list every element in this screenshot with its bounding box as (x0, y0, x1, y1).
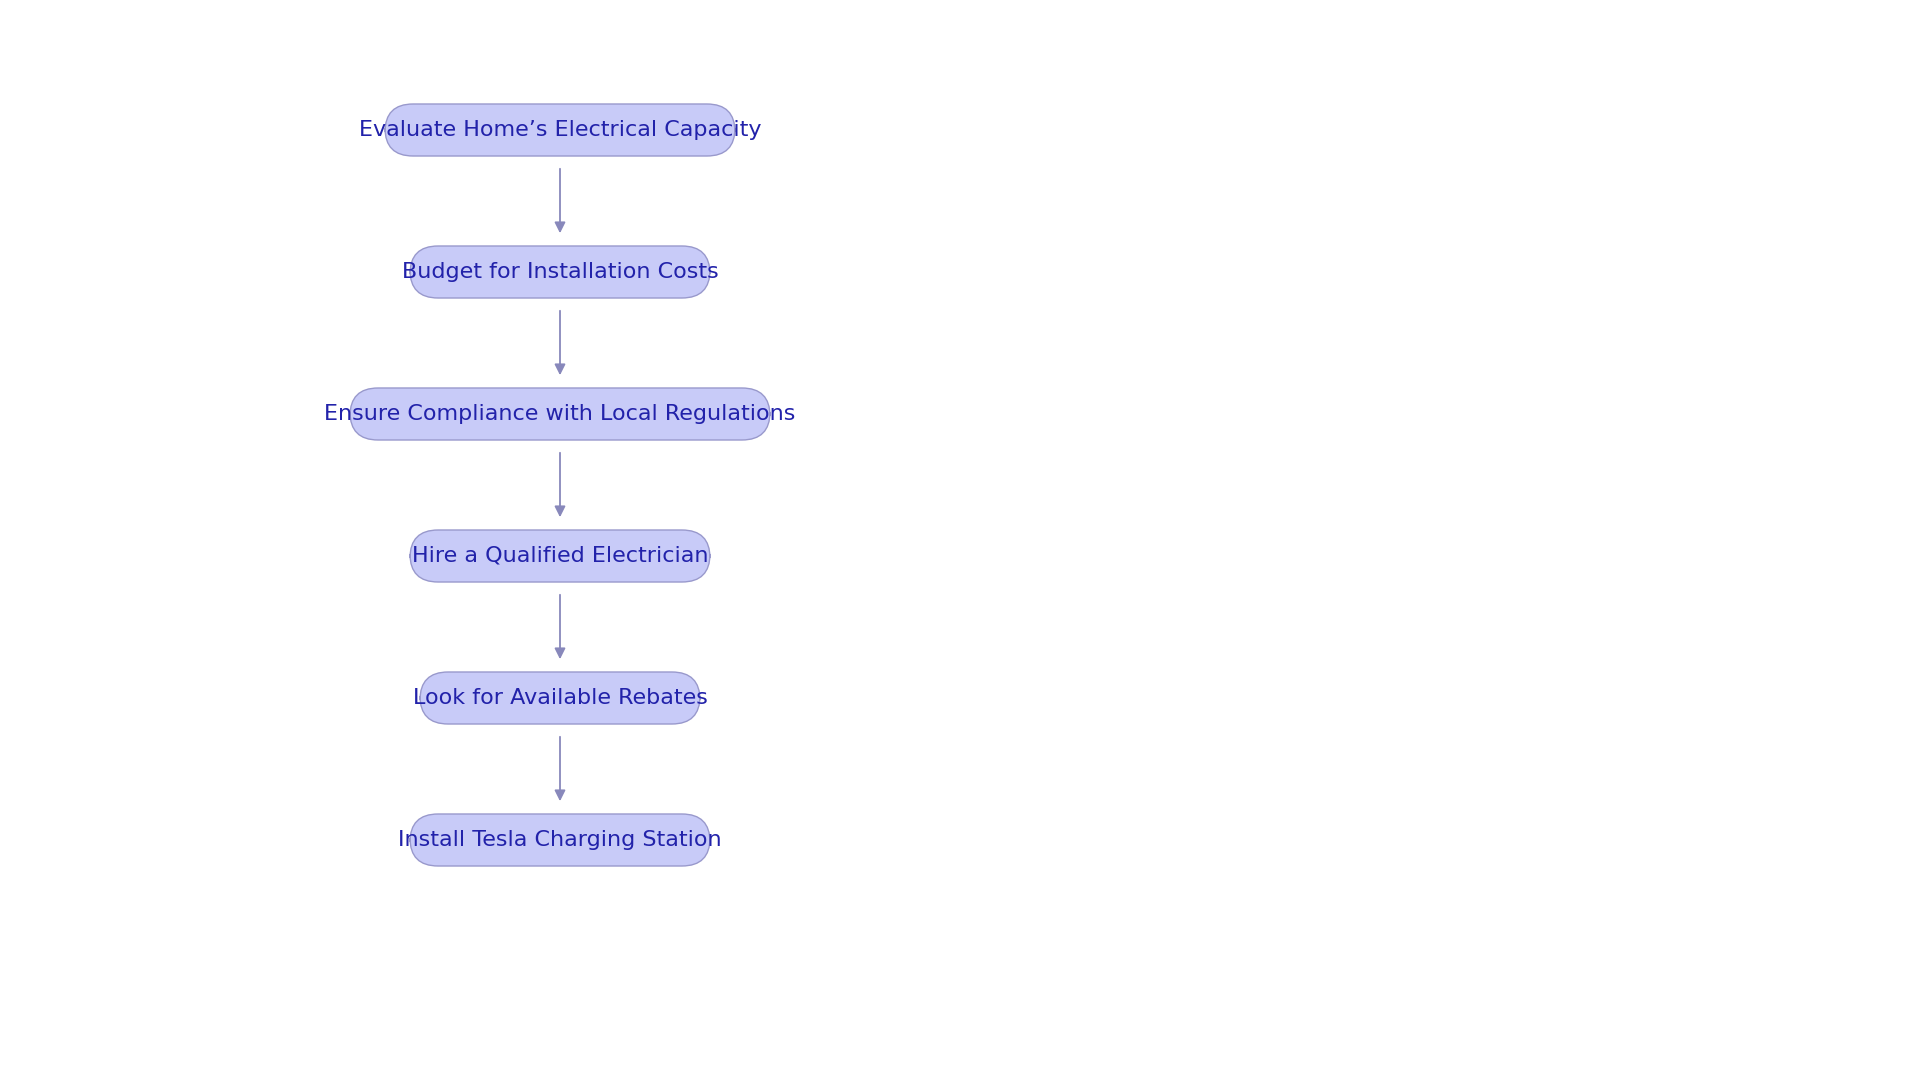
Text: Look for Available Rebates: Look for Available Rebates (413, 688, 707, 708)
Text: Hire a Qualified Electrician: Hire a Qualified Electrician (411, 546, 708, 566)
FancyBboxPatch shape (411, 814, 710, 866)
Text: Ensure Compliance with Local Regulations: Ensure Compliance with Local Regulations (324, 404, 795, 424)
Text: Budget for Installation Costs: Budget for Installation Costs (401, 262, 718, 282)
FancyBboxPatch shape (386, 104, 735, 156)
Text: Install Tesla Charging Station: Install Tesla Charging Station (397, 831, 722, 850)
Text: Evaluate Home’s Electrical Capacity: Evaluate Home’s Electrical Capacity (359, 120, 760, 140)
FancyBboxPatch shape (349, 388, 770, 440)
FancyBboxPatch shape (420, 672, 701, 724)
FancyBboxPatch shape (411, 530, 710, 582)
FancyBboxPatch shape (411, 246, 710, 298)
